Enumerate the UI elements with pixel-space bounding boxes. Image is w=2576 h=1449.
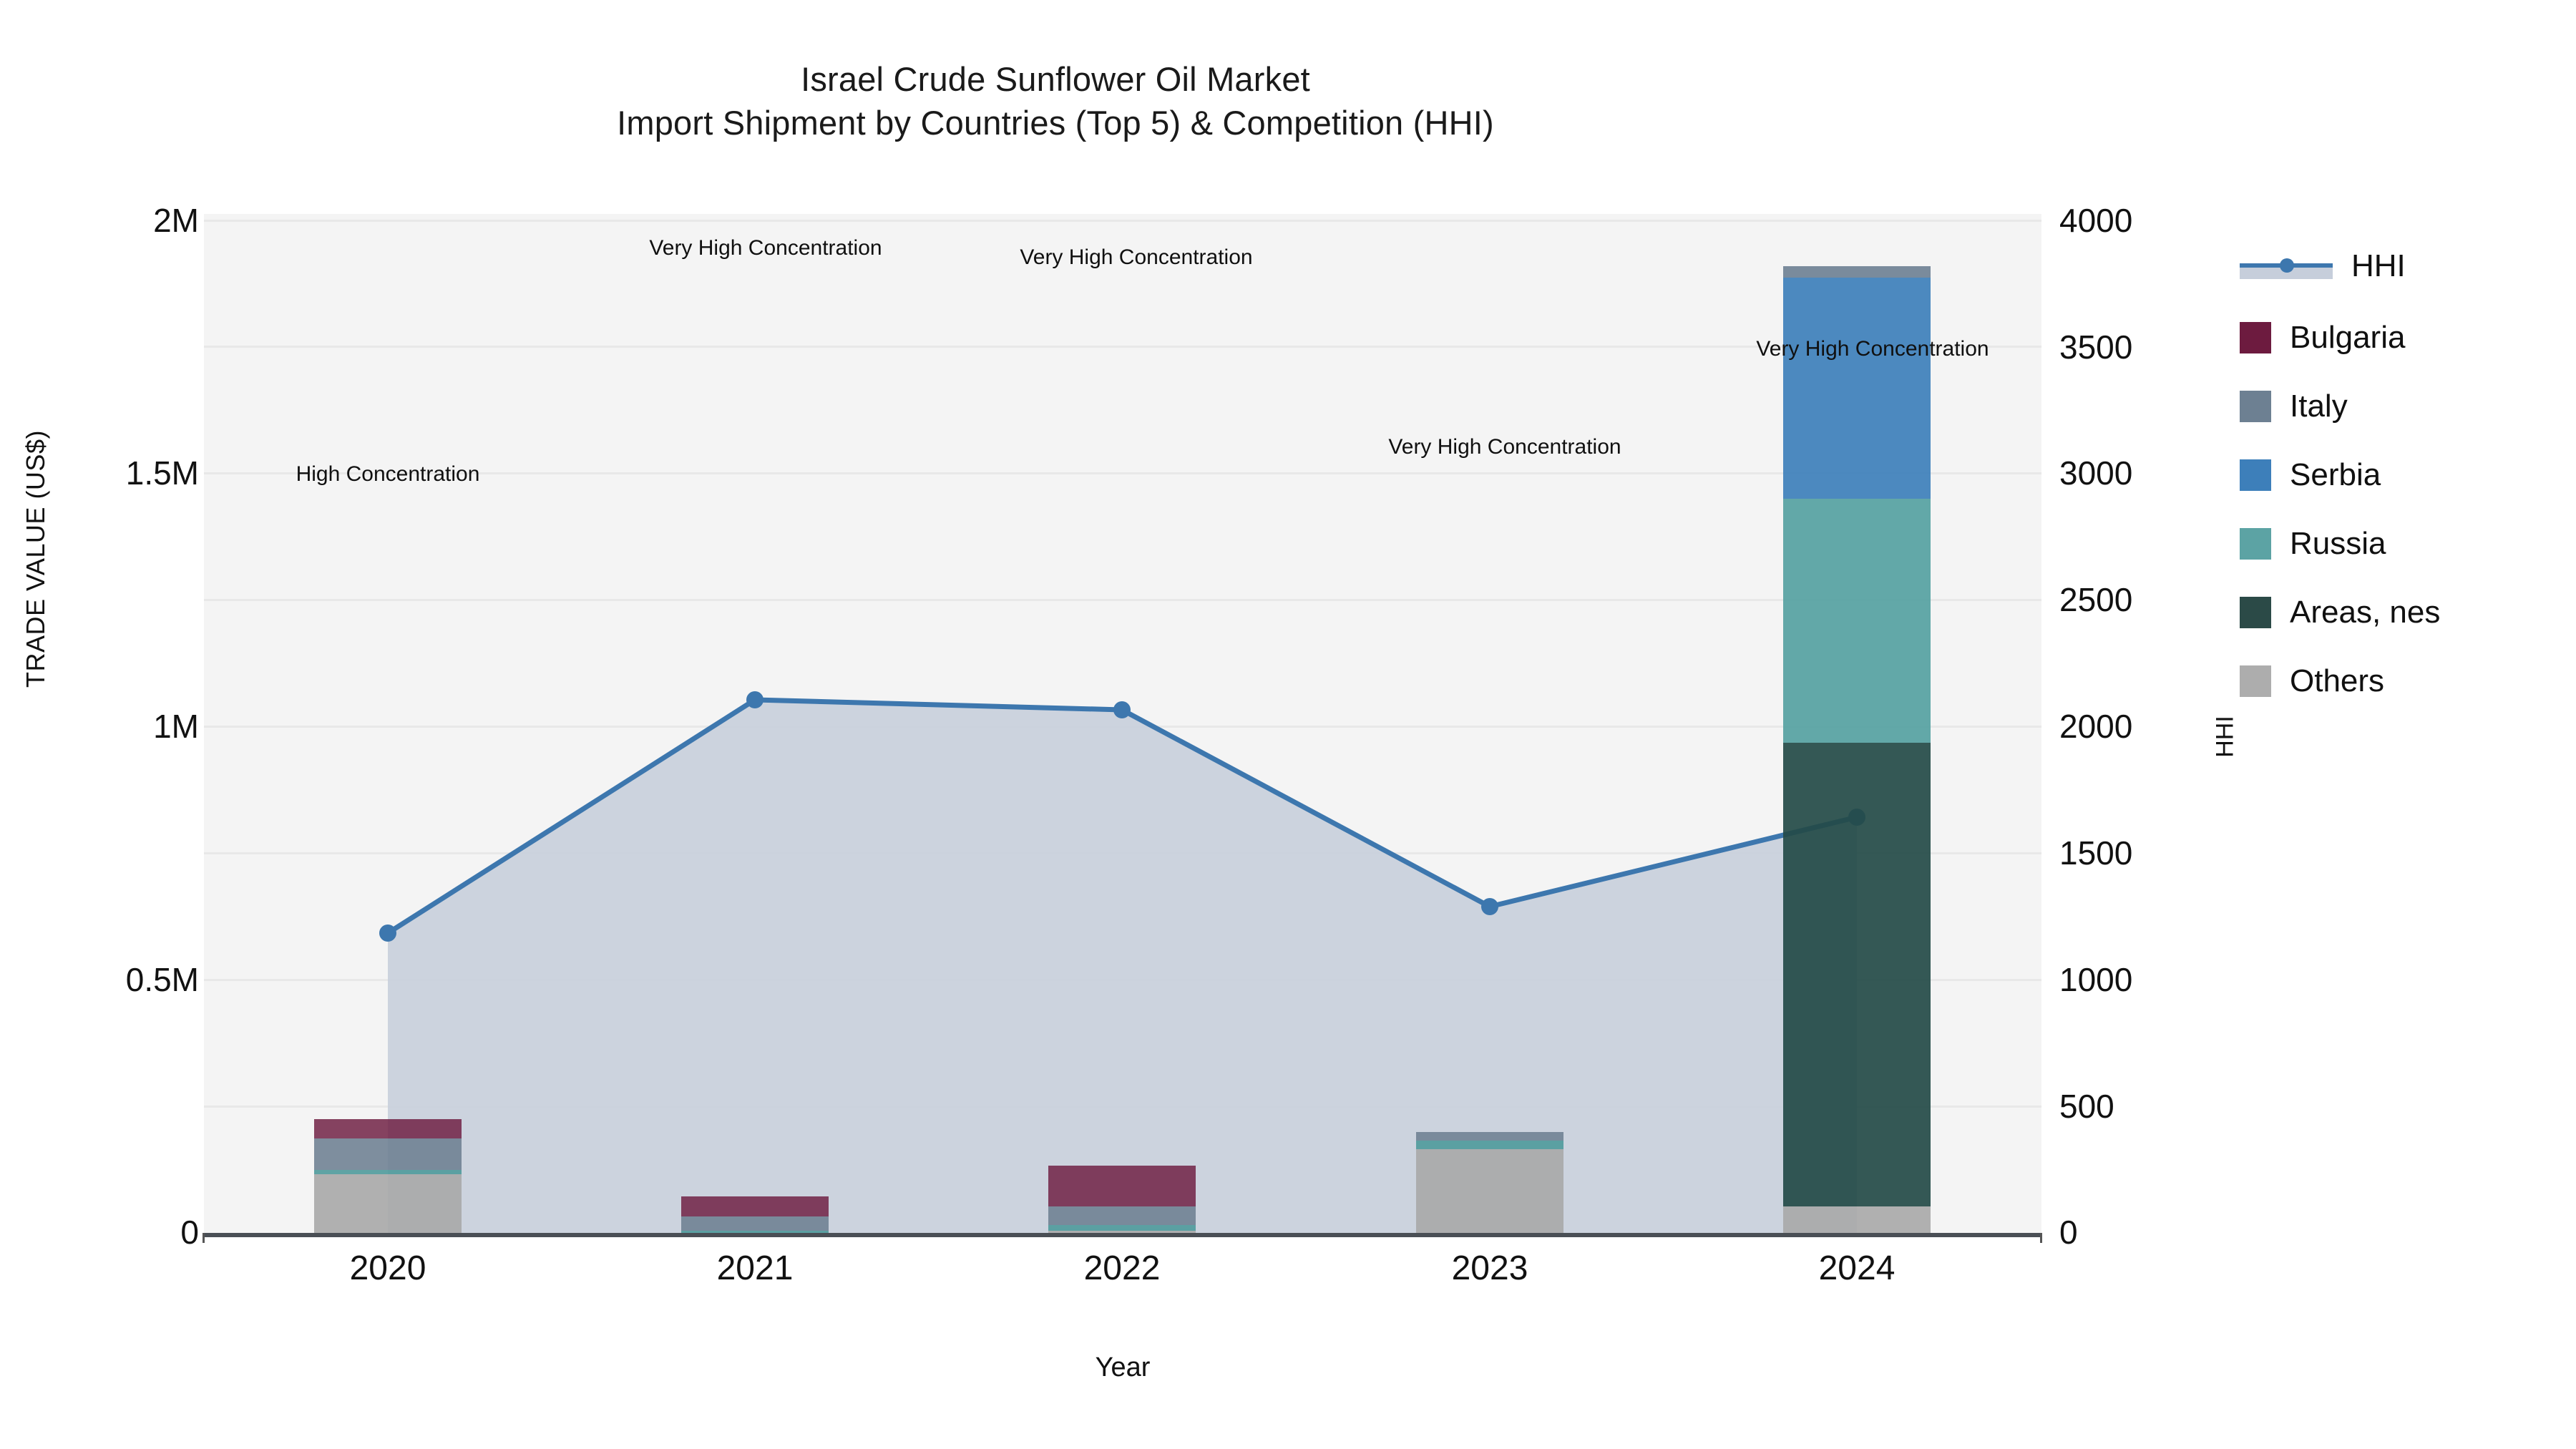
legend-label-italy: Italy [2290, 389, 2348, 424]
annotation-2020: High Concentration [296, 462, 480, 486]
y-tick-left-0: 0 [180, 1214, 199, 1251]
bar-segment-2022-others[interactable] [1048, 1231, 1196, 1233]
hhi-point [746, 691, 763, 708]
bar-segment-2024-areas-nes[interactable] [1783, 743, 1931, 1206]
hhi-point [1113, 701, 1131, 718]
bar-segment-2021-bulgaria[interactable] [681, 1196, 829, 1216]
legend-label-areas-nes: Areas, nes [2290, 595, 2441, 630]
y-tick-right-1500: 1500 [2059, 834, 2133, 872]
legend-item-serbia[interactable]: Serbia [2240, 441, 2576, 509]
bar-segment-2021-russia[interactable] [681, 1231, 829, 1233]
bar-segment-2023-russia[interactable] [1416, 1141, 1563, 1149]
legend-item-italy[interactable]: Italy [2240, 372, 2576, 441]
y-tick-left-1.5M: 1.5M [125, 454, 199, 492]
legend-label-bulgaria: Bulgaria [2290, 320, 2406, 355]
legend-item-russia[interactable]: Russia [2240, 509, 2576, 578]
bar-segment-2020-others[interactable] [314, 1174, 462, 1233]
bar-segment-2024-italy-top[interactable] [1783, 266, 1931, 278]
bar-segment-2022-bulgaria[interactable] [1048, 1166, 1196, 1206]
legend-swatch-bulgaria [2240, 322, 2271, 353]
y-axis-left-label: TRADE VALUE (US$) [21, 430, 50, 688]
legend-swatch-russia [2240, 528, 2271, 560]
x-tick-2020: 2020 [349, 1249, 426, 1287]
bar-segment-2021-italy[interactable] [681, 1216, 829, 1231]
legend-label-serbia: Serbia [2290, 457, 2381, 492]
x-tick [203, 1233, 205, 1243]
legend-swatch-serbia [2240, 459, 2271, 491]
annotation-2024: Very High Concentration [1756, 337, 1989, 361]
bar-segment-2020-russia[interactable] [314, 1170, 462, 1174]
y-axis-right-label: HHI [2211, 716, 2239, 758]
gridline [204, 599, 2041, 601]
y-tick-right-1000: 1000 [2059, 961, 2133, 998]
legend: HHI Bulgaria Italy Serbia Russia Areas, … [2240, 229, 2576, 716]
legend-item-bulgaria[interactable]: Bulgaria [2240, 303, 2576, 372]
annotation-2021: Very High Concentration [649, 236, 882, 260]
y-tick-right-2500: 2500 [2059, 581, 2133, 618]
legend-item-others[interactable]: Others [2240, 647, 2576, 716]
y-tick-right-500: 500 [2059, 1088, 2114, 1125]
x-tick-2023: 2023 [1451, 1249, 1528, 1287]
bar-segment-2024-russia[interactable] [1783, 499, 1931, 743]
bar-segment-2020-bulgaria[interactable] [314, 1119, 462, 1138]
hhi-point [379, 924, 396, 942]
gridline [204, 346, 2041, 348]
legend-label-others: Others [2290, 663, 2385, 698]
bar-segment-2020-italy[interactable] [314, 1138, 462, 1170]
y-tick-right-3000: 3000 [2059, 454, 2133, 492]
chart-title-line-2: Import Shipment by Countries (Top 5) & C… [617, 104, 1494, 142]
legend-label-russia: Russia [2290, 526, 2386, 561]
bar-segment-2024-serbia[interactable] [1783, 278, 1931, 499]
x-tick-2022: 2022 [1083, 1249, 1161, 1287]
bar-segment-2022-italy[interactable] [1048, 1206, 1196, 1225]
hhi-area [388, 700, 1857, 1233]
y-tick-left-1M: 1M [153, 708, 199, 745]
legend-item-hhi[interactable]: HHI [2240, 229, 2576, 303]
x-axis-label: Year [1095, 1352, 1151, 1382]
y-tick-right-2000: 2000 [2059, 708, 2133, 745]
y-tick-right-3500: 3500 [2059, 328, 2133, 366]
annotation-2022: Very High Concentration [1020, 245, 1253, 269]
y-tick-left-0.5M: 0.5M [125, 961, 199, 998]
legend-label-hhi: HHI [2351, 248, 2406, 283]
hhi-point [1481, 898, 1498, 915]
bar-segment-2022-russia[interactable] [1048, 1225, 1196, 1231]
hhi-series [379, 691, 1865, 1233]
x-tick-2024: 2024 [1818, 1249, 1896, 1287]
bar-segment-2024-others[interactable] [1783, 1206, 1931, 1233]
y-tick-right-0: 0 [2059, 1214, 2078, 1251]
x-axis-line [204, 1233, 2041, 1237]
y-tick-right-4000: 4000 [2059, 202, 2133, 239]
x-tick-2021: 2021 [716, 1249, 794, 1287]
annotation-2023: Very High Concentration [1388, 435, 1621, 459]
gridline [204, 472, 2041, 474]
legend-swatch-italy [2240, 391, 2271, 422]
legend-swatch-areas-nes [2240, 597, 2271, 628]
legend-line-icon [2240, 250, 2333, 282]
chart-title: Israel Crude Sunflower Oil Market Import… [0, 57, 2111, 145]
chart-title-line-1: Israel Crude Sunflower Oil Market [801, 60, 1310, 98]
legend-swatch-others [2240, 665, 2271, 697]
x-tick [2040, 1233, 2042, 1243]
y-tick-left-2M: 2M [153, 202, 199, 239]
bar-segment-2023-italy[interactable] [1416, 1132, 1563, 1141]
gridline [204, 220, 2041, 222]
bar-segment-2023-others[interactable] [1416, 1149, 1563, 1233]
legend-item-areas-nes[interactable]: Areas, nes [2240, 578, 2576, 647]
